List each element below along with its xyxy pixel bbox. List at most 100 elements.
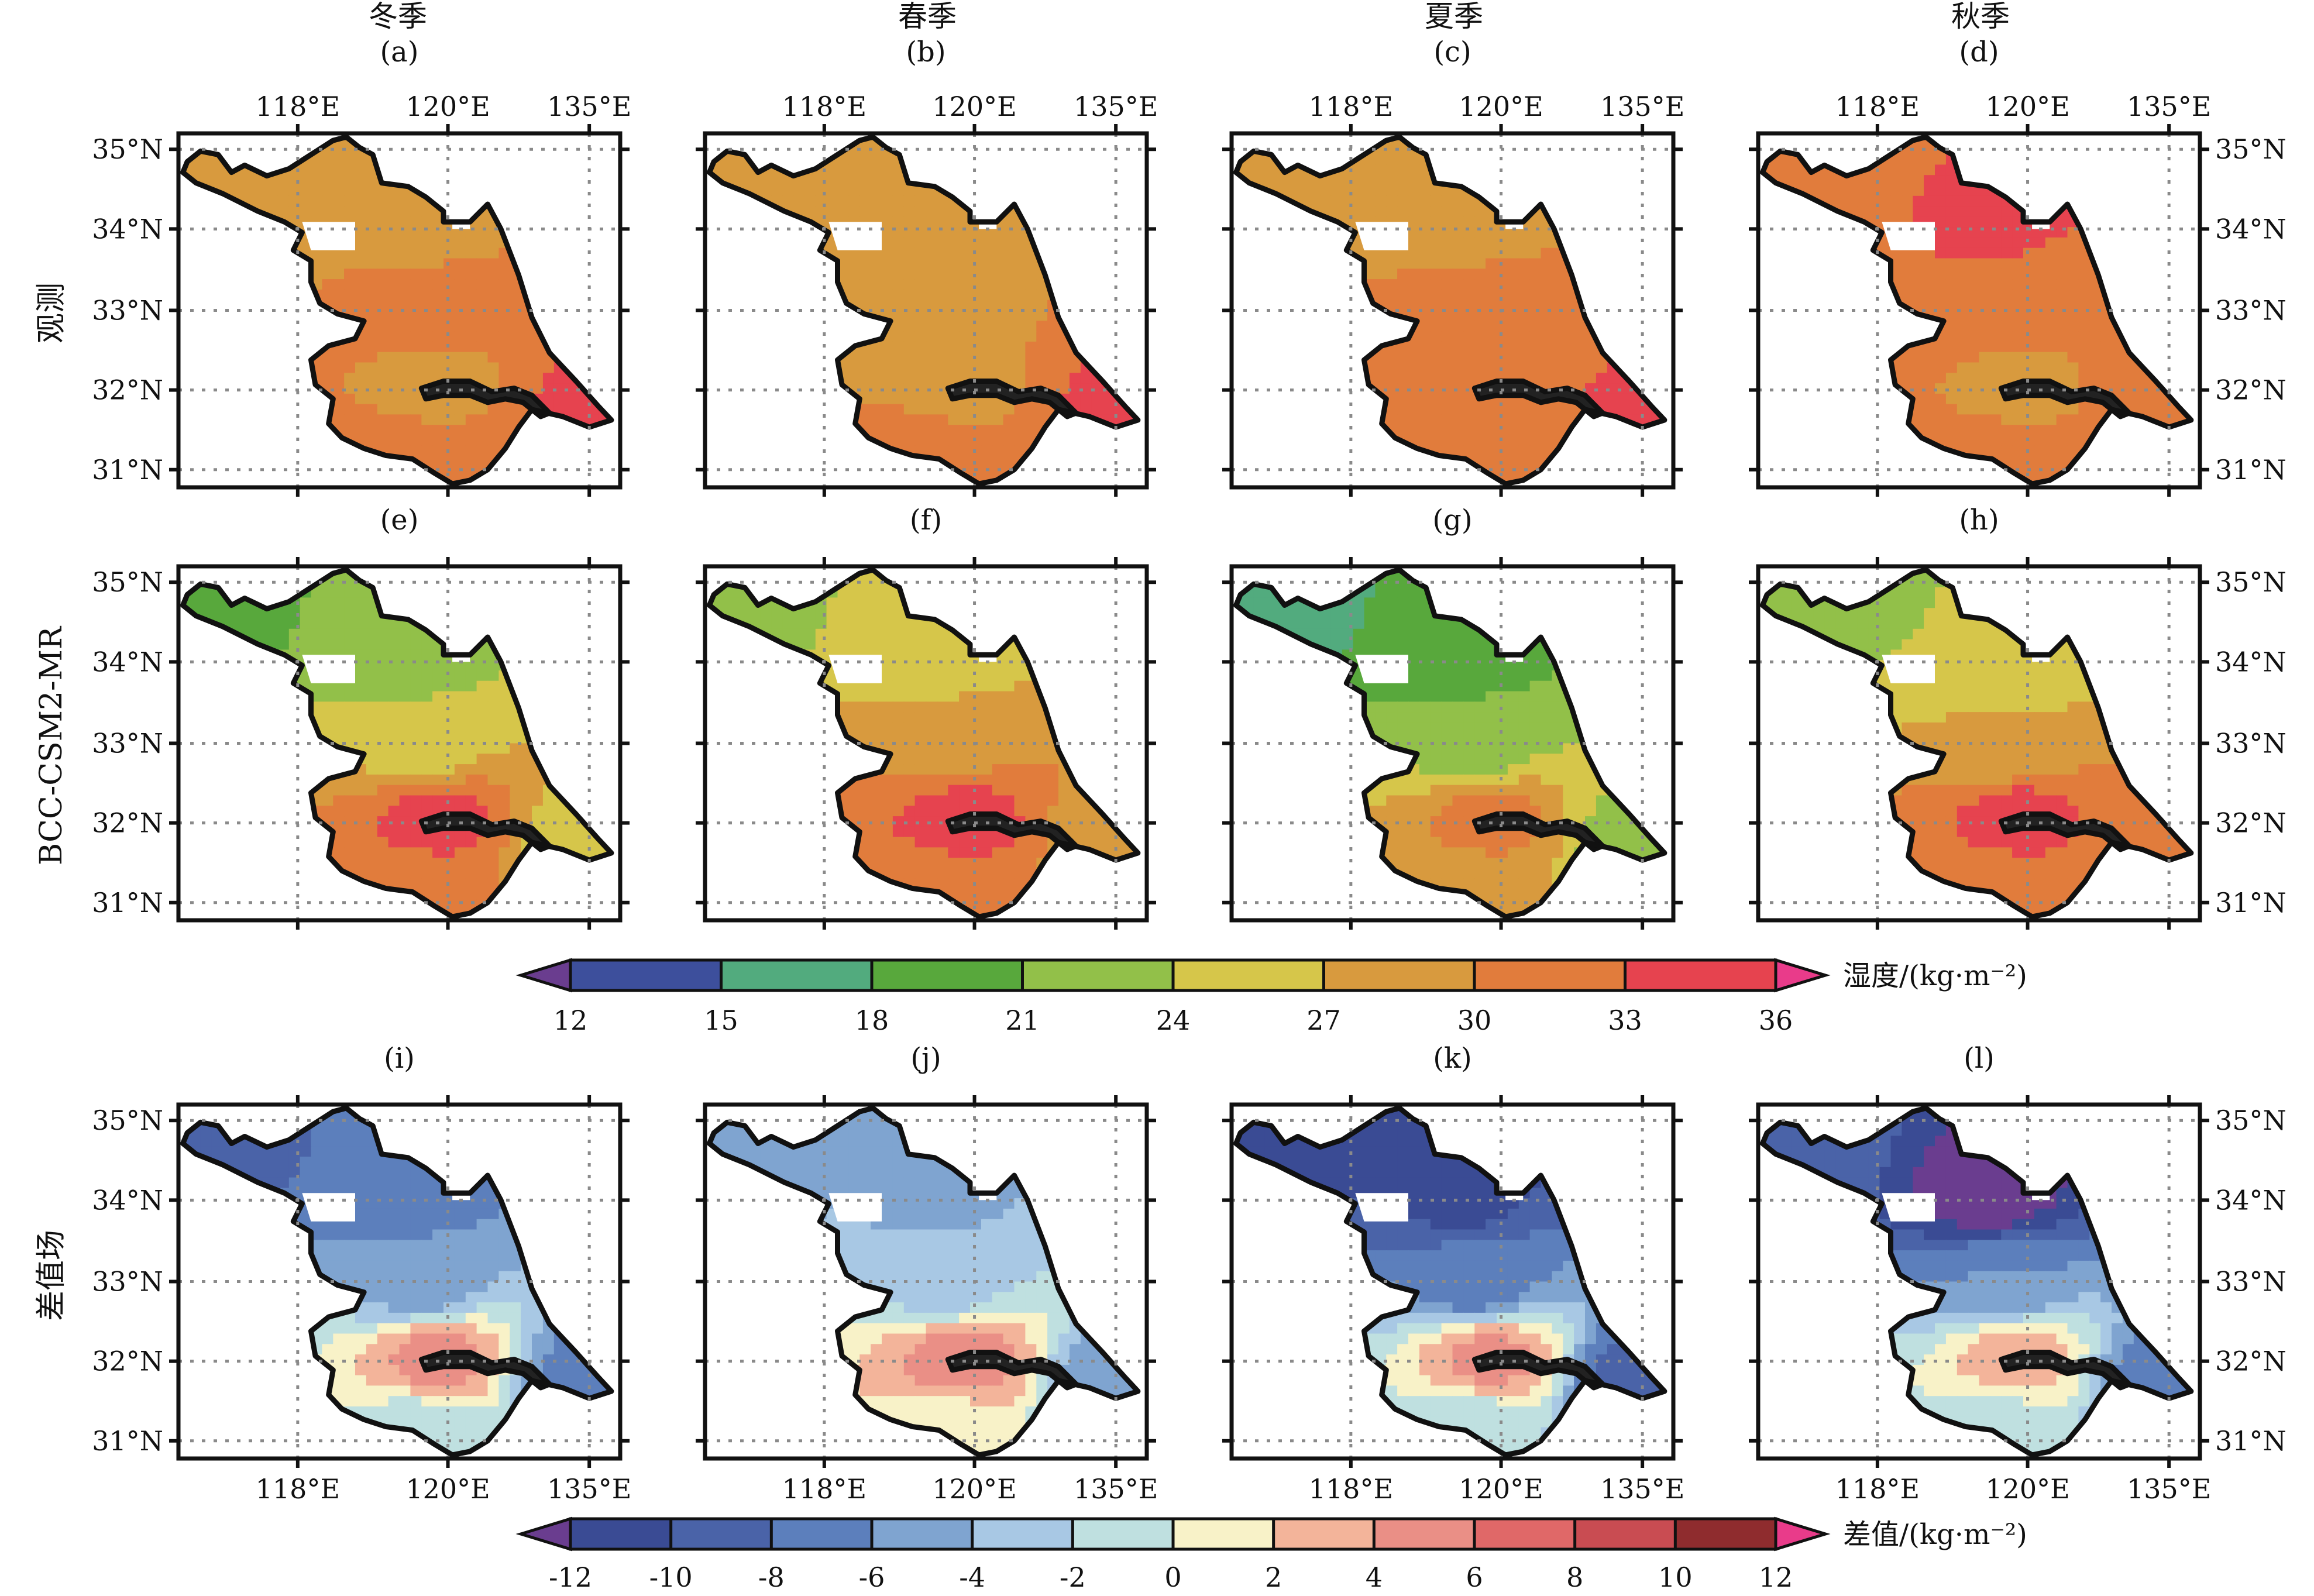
- field-cell: [465, 456, 477, 467]
- field-cell: [804, 331, 816, 342]
- field-cell: [432, 247, 444, 259]
- field-cell: [2056, 216, 2068, 228]
- field-cell: [421, 404, 433, 415]
- field-cell: [1835, 247, 1847, 259]
- field-cell: [1309, 289, 1321, 301]
- field-cell: [716, 185, 728, 197]
- field-cell: [937, 425, 949, 436]
- field-cell: [804, 352, 816, 363]
- field-cell: [1069, 466, 1081, 477]
- field-cell: [388, 341, 400, 353]
- field-cell: [1025, 425, 1037, 436]
- field-cell: [1596, 237, 1608, 249]
- field-cell: [760, 456, 772, 467]
- field-cell: [1330, 404, 1343, 415]
- field-cell: [1275, 206, 1288, 218]
- field-cell: [1945, 185, 1958, 197]
- field-cell: [432, 154, 444, 166]
- field-cell: [937, 321, 949, 332]
- field-cell: [256, 154, 267, 166]
- field-cell: [1497, 279, 1508, 290]
- field-cell: [1375, 445, 1387, 457]
- field-cell: [1651, 206, 1663, 218]
- field-cell: [749, 414, 761, 425]
- field-cell: [1419, 404, 1431, 415]
- field-cell: [576, 321, 588, 332]
- field-cell: [565, 435, 577, 446]
- field-cell: [1069, 279, 1081, 290]
- field-cell: [256, 279, 267, 290]
- panel-label: (d): [1959, 36, 1999, 68]
- field-cell: [871, 425, 882, 436]
- field-cell: [1091, 237, 1103, 249]
- field-cell: [1102, 237, 1115, 249]
- field-cell: [1607, 216, 1619, 228]
- field-cell: [1058, 247, 1070, 259]
- field-cell: [2067, 164, 2079, 176]
- field-cell: [2034, 164, 2046, 176]
- field-cell: [333, 279, 345, 290]
- field-cell: [245, 414, 256, 425]
- field-cell: [1574, 373, 1586, 384]
- field-cell: [1945, 247, 1958, 259]
- field-cell: [859, 466, 871, 477]
- field-cell: [1253, 445, 1266, 457]
- field-cell: [532, 373, 544, 384]
- field-cell: [1585, 425, 1597, 436]
- field-cell: [2056, 164, 2068, 176]
- field-cell: [1607, 425, 1619, 436]
- field-cell: [598, 321, 610, 332]
- field-cell: [311, 456, 323, 467]
- field-cell: [542, 258, 555, 270]
- field-cell: [1320, 279, 1332, 290]
- field-cell: [344, 258, 356, 270]
- field-cell: [914, 216, 927, 228]
- field-cell: [1857, 237, 1869, 249]
- field-cell: [410, 258, 422, 270]
- field-cell: [510, 456, 521, 467]
- field-cell: [804, 143, 816, 155]
- field-cell: [1298, 247, 1309, 259]
- field-cell: [245, 466, 256, 477]
- field-cell: [1264, 435, 1277, 446]
- field-cell: [1419, 435, 1431, 446]
- field-cell: [2100, 195, 2112, 207]
- field-cell: [454, 269, 466, 280]
- field-cell: [837, 164, 850, 176]
- field-cell: [487, 279, 500, 290]
- field-cell: [1102, 456, 1115, 467]
- field-cell: [476, 164, 489, 176]
- field-cell: [1835, 310, 1847, 322]
- field-cell: [1596, 216, 1608, 228]
- field-cell: [1275, 404, 1288, 415]
- field-cell: [1507, 237, 1519, 249]
- field-cell: [1935, 279, 1947, 290]
- field-cell: [1430, 206, 1442, 218]
- field-cell: [1497, 414, 1508, 425]
- field-cell: [532, 237, 544, 249]
- field-cell: [565, 341, 577, 353]
- field-cell: [848, 269, 861, 280]
- field-cell: [1529, 300, 1542, 311]
- field-cell: [760, 185, 772, 197]
- field-cell: [882, 237, 893, 249]
- field-cell: [992, 321, 1004, 332]
- field-cell: [1080, 310, 1092, 322]
- field-cell: [2133, 206, 2145, 218]
- field-cell: [892, 414, 905, 425]
- field-cell: [1518, 237, 1531, 249]
- field-cell: [245, 258, 256, 270]
- field-cell: [1080, 247, 1092, 259]
- field-cell: [738, 352, 750, 363]
- field-cell: [1563, 341, 1574, 353]
- field-cell: [487, 237, 500, 249]
- field-cell: [1408, 227, 1420, 238]
- field-cell: [848, 362, 861, 374]
- field-cell: [2112, 164, 2123, 176]
- field-cell: [771, 321, 783, 332]
- field-cell: [233, 373, 246, 384]
- field-cell: [1025, 466, 1037, 477]
- field-cell: [565, 195, 577, 207]
- field-cell: [1275, 331, 1288, 342]
- field-cell: [267, 289, 278, 301]
